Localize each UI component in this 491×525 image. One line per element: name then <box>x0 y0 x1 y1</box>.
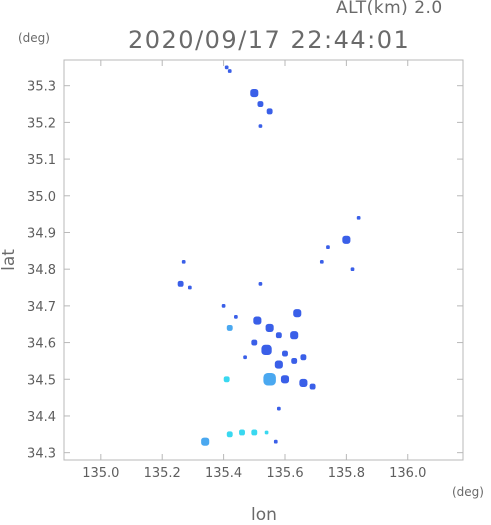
echo-point <box>226 431 233 438</box>
echo-point <box>258 124 263 128</box>
plot-frame <box>63 59 464 461</box>
echo-point <box>342 235 351 244</box>
altitude-label: ALT(km) 2.0 <box>336 0 443 18</box>
echo-point <box>290 331 299 340</box>
echo-point <box>224 65 229 70</box>
y-tick-label: 34.3 <box>27 447 56 462</box>
y-tick-label: 34.7 <box>27 300 56 315</box>
echo-point <box>300 354 307 361</box>
echo-point <box>227 69 232 73</box>
echo-point <box>251 429 258 436</box>
echo-point <box>291 357 298 364</box>
x-tick-label: 135.8 <box>328 466 365 481</box>
echo-point <box>276 406 281 411</box>
echo-point <box>309 383 316 390</box>
echo-point <box>280 375 290 384</box>
x-tick-label: 136.0 <box>389 466 426 481</box>
echo-point <box>350 267 355 272</box>
echo-point <box>201 437 210 446</box>
y-tick-label: 35.2 <box>27 116 56 131</box>
echo-point <box>282 350 288 357</box>
echo-point <box>274 360 283 369</box>
echo-point <box>265 323 274 332</box>
echo-point <box>251 339 258 346</box>
y-tick-label: 35.0 <box>27 190 56 205</box>
echo-point <box>234 315 238 319</box>
echo-point <box>275 332 282 339</box>
echo-point <box>299 378 308 387</box>
x-unit-label: (deg) <box>452 485 484 499</box>
echo-point <box>226 324 233 331</box>
echo-point <box>258 282 263 286</box>
echo-point <box>264 430 269 435</box>
y-tick-label: 34.9 <box>27 226 56 241</box>
echo-point <box>181 259 186 264</box>
echo-point <box>223 376 230 383</box>
x-tick-label: 135.4 <box>205 466 242 481</box>
echo-point <box>239 429 245 436</box>
echo-points <box>177 65 361 446</box>
y-tick-label: 34.6 <box>27 337 56 352</box>
echo-point <box>326 245 330 250</box>
echo-point <box>263 373 276 386</box>
y-tick-label: 34.4 <box>27 410 56 425</box>
y-tick-label: 35.3 <box>27 80 56 95</box>
echo-point <box>243 355 247 360</box>
echo-point <box>293 309 302 318</box>
echo-point <box>266 108 273 115</box>
x-tick-label: 135.2 <box>144 466 181 481</box>
echo-point <box>319 259 324 264</box>
echo-point <box>177 280 184 287</box>
y-ticks: 34.3 34.4 34.5 34.6 34.7 34.8 34.9 35.0 35.1 35.2… <box>27 80 463 462</box>
x-tick-label: 135.0 <box>82 466 119 481</box>
x-tick-label: 135.6 <box>266 466 303 481</box>
y-tick-label: 34.8 <box>27 263 56 278</box>
echo-point <box>261 344 272 356</box>
y-tick-label: 35.1 <box>27 153 56 168</box>
echo-point <box>273 439 278 444</box>
y-unit-label: (deg) <box>18 31 50 45</box>
echo-point <box>221 304 226 308</box>
datetime-title: 2020/09/17 22:44:01 <box>128 26 411 54</box>
x-axis-label: lon <box>251 505 277 525</box>
x-ticks: 135.0 135.2 135.4 135.6 135.8 136.0 <box>82 60 426 481</box>
y-tick-label: 34.5 <box>27 373 56 388</box>
echo-point <box>356 215 361 220</box>
echo-point <box>257 101 264 107</box>
echo-point <box>187 285 192 290</box>
echo-point <box>250 88 259 98</box>
echo-point <box>253 316 262 325</box>
